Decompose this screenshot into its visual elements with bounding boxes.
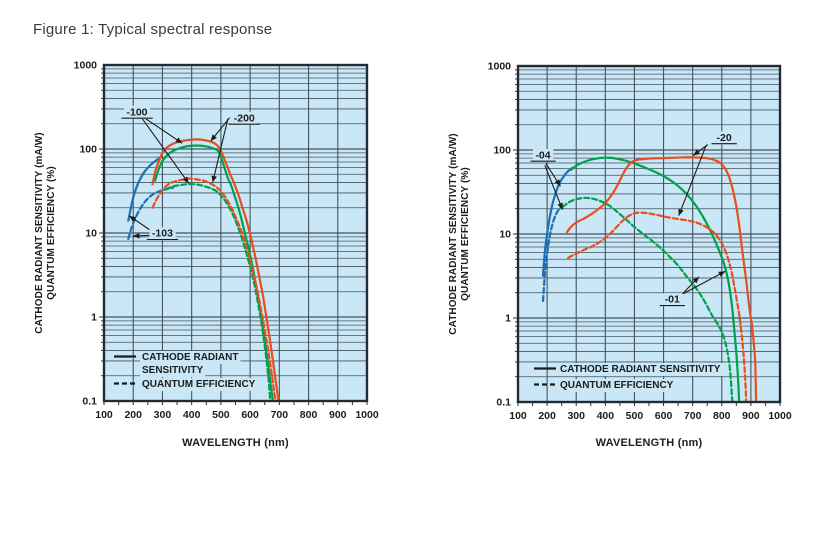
annotation-arrowhead <box>692 276 700 284</box>
x-tick-label: 1000 <box>768 410 792 422</box>
right-spectral-response-svg: 100 200 300 400 500 600 700 800 900 1000100010010… <box>488 61 792 423</box>
x-tick-label: 600 <box>241 409 259 421</box>
curves-group <box>127 138 280 401</box>
x-tick-label: 400 <box>597 410 615 422</box>
annotation-arrowhead <box>175 137 183 144</box>
annotation-label: -200 <box>234 112 255 124</box>
annotation-label: -04 <box>535 149 550 161</box>
curve--01-cathode-radiant-sensitivity <box>569 156 741 402</box>
x-tick-label: 300 <box>154 409 172 421</box>
annotation-arrow-line <box>544 164 564 210</box>
y-tick-label: 10 <box>499 229 511 241</box>
y-tick-label: 1000 <box>488 61 512 73</box>
y-tick-label: 10 <box>85 228 97 240</box>
x-tick-label: 900 <box>329 409 347 421</box>
x-tick-label: 100 <box>509 410 527 422</box>
annotation-arrowhead <box>132 232 140 239</box>
x-tick-label: 500 <box>212 409 230 421</box>
x-tick-label: 100 <box>95 409 113 421</box>
right-y-axis-label-line1: CATHODE RADIANT SENSITIVITY (mA/W) <box>448 133 459 335</box>
x-tick-label: 700 <box>684 410 702 422</box>
annotation-arrowhead <box>211 175 217 183</box>
y-tick-label: 0.1 <box>496 397 511 409</box>
curve--103-cathode-radiant-sensitivity <box>127 156 162 222</box>
annotation-label-bg <box>124 105 151 119</box>
legend-label: QUANTUM EFFICIENCY <box>560 380 674 391</box>
x-tick-label: 300 <box>567 410 585 422</box>
annotation-arrowhead <box>554 179 561 187</box>
x-tick-label: 800 <box>713 410 731 422</box>
y-tick-label: 100 <box>79 144 97 156</box>
annotation-arrow-line <box>678 145 707 216</box>
plot-frame <box>516 64 782 404</box>
curve--20-quantum-efficiency <box>567 211 748 402</box>
x-tick-label: 500 <box>626 410 644 422</box>
curve--04-cathode-radiant-sensitivity <box>541 166 574 277</box>
annotation-arrowhead <box>210 134 217 142</box>
legend-label: QUANTUM EFFICIENCY <box>142 379 256 390</box>
annotation-arrowhead <box>718 271 726 277</box>
y-tick-label: 0.1 <box>82 396 97 408</box>
left-spectral-response-svg: 100 200 300 400 500 600 700 800 900 1000100010010… <box>74 60 379 422</box>
figure-title: Figure 1: Typical spectral response <box>33 21 273 38</box>
annotation-arrow-line <box>212 118 229 183</box>
left-x-axis-label: WAVELENGTH (nm) <box>182 437 289 449</box>
y-tick-label: 1 <box>91 312 97 324</box>
left-y-axis-label-line1: CATHODE RADIANT SENSITIVITY (mA/W) <box>34 132 45 334</box>
curve--200-quantum-efficiency <box>151 177 277 401</box>
legend-label-bg <box>558 379 676 392</box>
x-tick-label: 700 <box>271 409 289 421</box>
right-x-axis-label: WAVELENGTH (nm) <box>595 437 703 449</box>
annotation-arrowhead <box>678 208 684 216</box>
curve--100-cathode-radiant-sensitivity <box>154 144 274 401</box>
y-tick-label: 1000 <box>74 60 98 72</box>
annotation-arrow-line <box>683 270 726 295</box>
annotation-arrow-line <box>141 117 190 184</box>
legend-label-bg <box>558 363 723 376</box>
annotation-label: -20 <box>717 132 732 144</box>
annotation-arrow-line <box>144 117 183 144</box>
annotation-label-bg <box>662 293 683 307</box>
annotation-label-bg <box>532 148 554 162</box>
curve--01-quantum-efficiency <box>561 196 734 402</box>
annotation-arrowhead <box>557 202 563 210</box>
legend-label-bg <box>140 378 258 391</box>
annotation-label-bg <box>149 227 176 241</box>
y-tick-label: 1 <box>505 313 511 325</box>
annotation-label: -103 <box>152 228 173 240</box>
x-tick-label: 200 <box>124 409 142 421</box>
x-tick-label: 1000 <box>355 409 379 421</box>
annotation-label-bg <box>714 131 735 145</box>
right-chart: 100 200 300 400 500 600 700 800 900 1000 1000 100 10… <box>472 58 802 435</box>
curve--100-quantum-efficiency <box>164 183 272 401</box>
legend-label: CATHODE RADIANT SENSITIVITY <box>560 364 721 375</box>
right-y-axis-label: CATHODE RADIANT SENSITIVITY (mA/W) QUANT… <box>448 64 474 404</box>
curve--20-cathode-radiant-sensitivity <box>565 156 758 402</box>
annotation-label-bg <box>231 111 258 125</box>
x-tick-label: 400 <box>183 409 201 421</box>
plot-frame <box>102 63 369 403</box>
left-y-axis-label: CATHODE RADIANT SENSITIVITY (mA/W) QUANT… <box>34 63 60 403</box>
x-tick-label: 200 <box>538 410 556 422</box>
x-tick-label: 600 <box>655 410 673 422</box>
annotation-arrowhead <box>129 215 137 222</box>
annotation-label: -100 <box>127 106 148 118</box>
curve--04-quantum-efficiency <box>541 205 565 302</box>
y-tick-label: 100 <box>493 145 511 157</box>
x-tick-label: 900 <box>742 410 760 422</box>
x-tick-label: 800 <box>300 409 318 421</box>
left-y-axis-label-line2: QUANTUM EFFICIENCY (%) <box>46 166 57 300</box>
legend-label-bg <box>140 351 241 364</box>
legend-label: SENSITIVITY <box>142 365 203 376</box>
right-y-axis-label-line2: QUANTUM EFFICIENCY (%) <box>460 167 471 301</box>
annotation-arrowhead <box>693 149 701 156</box>
curves-group <box>541 156 758 402</box>
legend-label: CATHODE RADIANT <box>142 352 238 363</box>
legend-label-bg <box>140 364 206 377</box>
annotation-label: -01 <box>665 294 680 306</box>
curve--200-cathode-radiant-sensitivity <box>151 138 280 401</box>
left-chart: 100 200 300 400 500 600 700 800 900 1000 1000 100 10… <box>58 57 388 434</box>
annotation-arrowhead <box>182 176 189 184</box>
